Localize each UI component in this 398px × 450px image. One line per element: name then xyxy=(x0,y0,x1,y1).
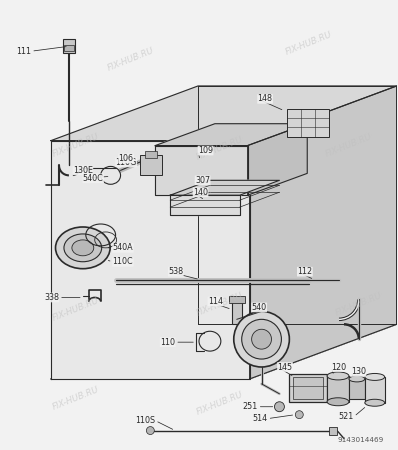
Ellipse shape xyxy=(64,234,101,262)
Text: 130E: 130E xyxy=(73,166,93,175)
Text: 114: 114 xyxy=(208,297,223,306)
Text: 538: 538 xyxy=(168,267,183,276)
Ellipse shape xyxy=(365,399,385,406)
Ellipse shape xyxy=(327,398,349,406)
Polygon shape xyxy=(170,195,240,215)
Text: FIX-HUB.RU: FIX-HUB.RU xyxy=(51,296,101,323)
Text: 540: 540 xyxy=(252,303,267,312)
Ellipse shape xyxy=(349,376,365,382)
Bar xyxy=(287,109,329,137)
Text: 540C: 540C xyxy=(83,174,103,183)
Bar xyxy=(327,376,349,402)
Circle shape xyxy=(252,329,271,349)
Text: FIX-HUB.RU: FIX-HUB.RU xyxy=(51,385,101,412)
Text: 110: 110 xyxy=(160,338,175,346)
Bar xyxy=(229,296,245,303)
Text: FIX-HUB.RU: FIX-HUB.RU xyxy=(195,135,244,162)
Text: 110G: 110G xyxy=(115,158,137,167)
Bar xyxy=(293,377,323,399)
Text: FIX-HUB.RU: FIX-HUB.RU xyxy=(334,291,384,318)
Text: 130: 130 xyxy=(351,368,366,377)
Text: 109: 109 xyxy=(198,146,213,155)
Text: 140: 140 xyxy=(193,188,208,197)
Text: 148: 148 xyxy=(258,94,273,104)
Bar xyxy=(329,427,337,435)
Text: FIX-HUB.RU: FIX-HUB.RU xyxy=(195,291,244,318)
Circle shape xyxy=(242,320,281,359)
Bar xyxy=(63,39,75,53)
Text: 111: 111 xyxy=(16,47,31,56)
Bar xyxy=(140,156,162,176)
Bar xyxy=(232,300,242,324)
Text: FIX-HUB.RU: FIX-HUB.RU xyxy=(195,390,244,417)
Text: 514: 514 xyxy=(252,414,267,423)
Text: FIX-HUB.RU: FIX-HUB.RU xyxy=(106,46,155,72)
Polygon shape xyxy=(155,145,248,195)
Text: 120: 120 xyxy=(331,363,346,372)
Text: 540A: 540A xyxy=(113,243,133,252)
Polygon shape xyxy=(250,86,397,379)
Text: 110C: 110C xyxy=(113,257,133,266)
Ellipse shape xyxy=(72,240,94,256)
Ellipse shape xyxy=(327,372,349,380)
Text: 145: 145 xyxy=(277,363,293,372)
Ellipse shape xyxy=(55,227,110,269)
Bar xyxy=(289,374,327,402)
Text: 307: 307 xyxy=(195,176,210,185)
Polygon shape xyxy=(170,180,279,195)
Text: 110S: 110S xyxy=(135,416,155,425)
Text: 9143014469: 9143014469 xyxy=(338,437,384,443)
Polygon shape xyxy=(51,140,250,379)
Circle shape xyxy=(234,311,289,367)
Polygon shape xyxy=(51,324,397,379)
Text: FIX-HUB.RU: FIX-HUB.RU xyxy=(51,132,101,159)
Bar xyxy=(349,379,365,399)
Bar xyxy=(365,377,385,403)
Text: 251: 251 xyxy=(242,402,258,411)
Ellipse shape xyxy=(365,374,385,380)
Text: 112: 112 xyxy=(297,267,312,276)
Text: FIX-HUB.RU: FIX-HUB.RU xyxy=(285,30,334,57)
Circle shape xyxy=(295,411,303,419)
Circle shape xyxy=(275,402,285,412)
Text: 521: 521 xyxy=(339,412,354,421)
Polygon shape xyxy=(155,124,307,145)
Text: 338: 338 xyxy=(44,293,59,302)
Polygon shape xyxy=(248,124,307,195)
Polygon shape xyxy=(51,86,397,140)
Text: 106: 106 xyxy=(119,154,134,163)
Bar xyxy=(145,150,157,158)
Bar xyxy=(64,45,74,51)
Circle shape xyxy=(146,427,154,435)
Text: FIX-HUB.RU: FIX-HUB.RU xyxy=(324,132,374,159)
